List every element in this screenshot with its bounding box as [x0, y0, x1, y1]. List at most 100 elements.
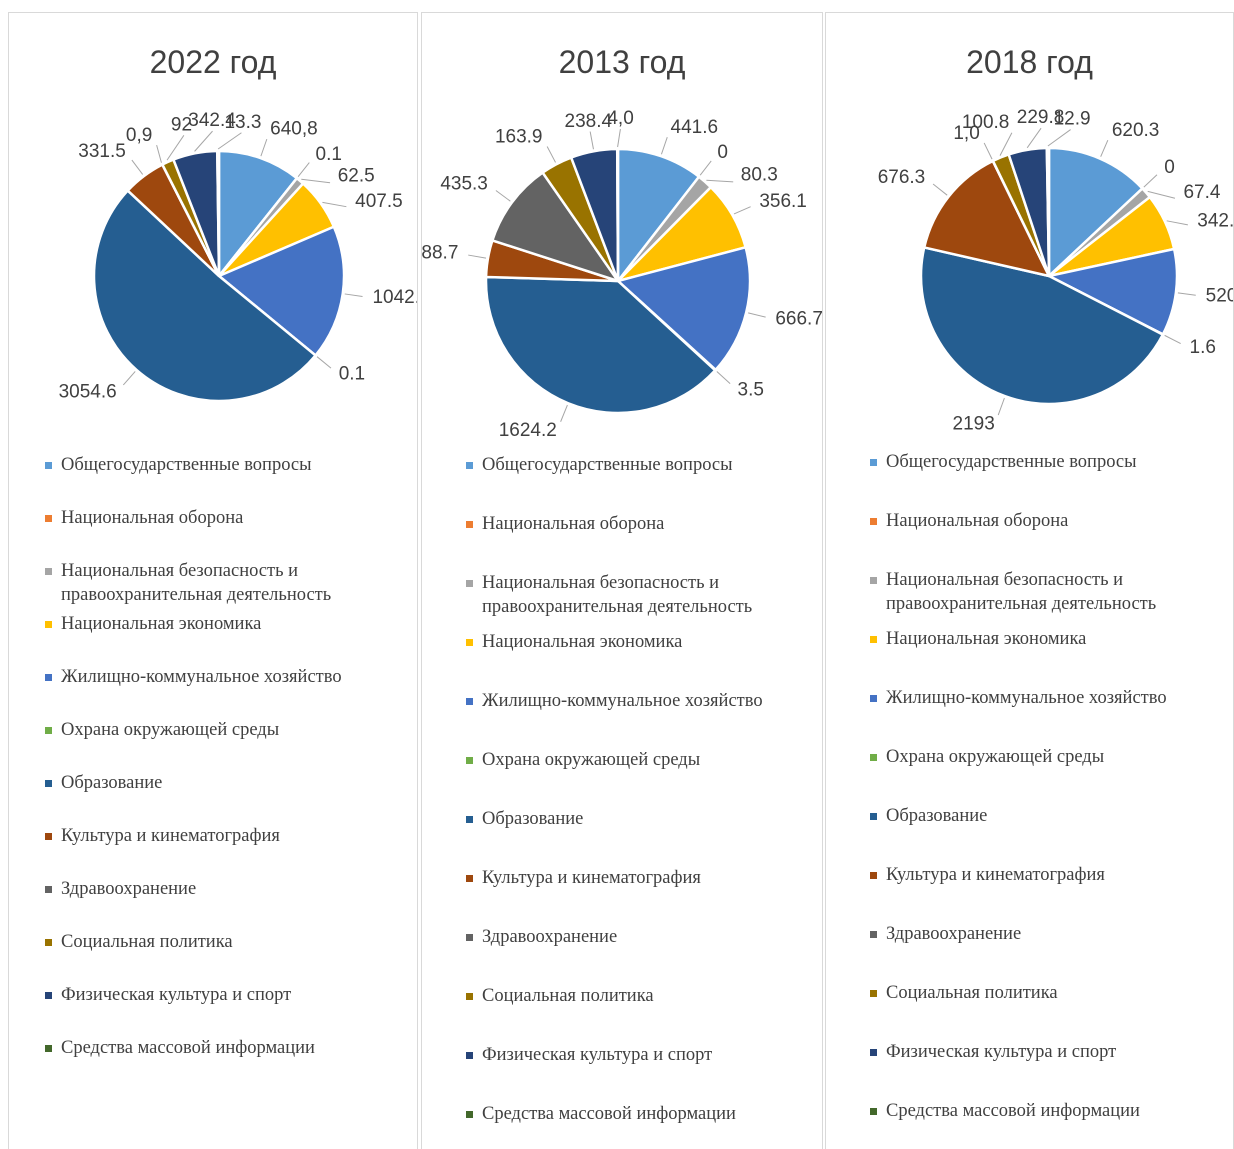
data-label: 1624.2 — [499, 420, 557, 441]
data-label: 1,0 — [953, 123, 979, 144]
legend-swatch — [870, 813, 877, 820]
pie-slice — [615, 147, 620, 282]
legend-item: Средства массовой информации — [466, 1102, 822, 1126]
data-label: 238.4 — [565, 111, 613, 132]
data-label: 229.8 — [1017, 107, 1065, 128]
legend-item: Физическая культура и спорт — [45, 983, 401, 1007]
legend-swatch — [45, 939, 52, 946]
legend-label: Общегосударственные вопросы — [482, 455, 733, 475]
legend-label: Социальная политика — [482, 986, 654, 1006]
legend-swatch — [45, 727, 52, 734]
data-label: 188.7 — [422, 242, 458, 263]
legend-item: Образование — [466, 807, 822, 831]
legend-item: Охрана окружающей среды — [466, 748, 822, 772]
legend-item: Физическая культура и спорт — [466, 1043, 822, 1067]
pie-chart: 2022 год640,80.162.5407.51042.20.13054.6… — [59, 44, 417, 403]
leader-line — [706, 179, 734, 183]
legend-swatch — [466, 816, 473, 823]
leader-line — [1177, 292, 1196, 296]
legend-label: Образование — [61, 773, 163, 793]
legend-swatch — [45, 621, 52, 628]
leader-line — [156, 144, 162, 163]
pie-slice — [919, 245, 1165, 406]
legend-item: Охрана окружающей среды — [45, 718, 401, 742]
legend-swatch — [466, 580, 473, 587]
data-label: 67.4 — [1183, 182, 1220, 203]
legend-swatch — [466, 934, 473, 941]
data-label: 676.3 — [878, 167, 926, 188]
legend-swatch — [466, 698, 473, 705]
legend-swatch — [45, 515, 52, 522]
data-label: 441.6 — [671, 117, 719, 138]
legend-item: Национальная экономика — [870, 627, 1226, 651]
legend-label: Культура и кинематография — [482, 868, 701, 888]
leader-line — [301, 178, 331, 184]
legend-item: Общегосударственные вопросы — [466, 453, 822, 477]
pie-chart: 2018 год 620.30 67.4 342.5 520.2 1.6 2193 676.3… — [878, 44, 1233, 434]
leader-line — [260, 138, 268, 157]
leader-line — [1164, 334, 1181, 345]
leader-line — [983, 142, 993, 160]
legend-swatch — [466, 521, 473, 528]
legend-label: Физическая культура и спорт — [886, 1042, 1117, 1062]
legend-label: Жилищно-коммунальное хозяйство — [482, 691, 763, 711]
legend-swatch — [870, 1108, 877, 1115]
legend-swatch — [466, 993, 473, 1000]
data-label: 0,9 — [126, 125, 152, 146]
leader-line — [1047, 129, 1071, 147]
legend-item: Средства массовой информации — [45, 1036, 401, 1060]
legend-swatch — [45, 1045, 52, 1052]
legend-item: Общегосударственные вопросы — [45, 453, 401, 477]
pie-slice — [922, 159, 1052, 278]
legend-item: Физическая культура и спорт — [870, 1040, 1226, 1064]
legend-swatch — [45, 674, 52, 681]
leader-line — [468, 254, 487, 259]
legend-label: Средства массовой информации — [61, 1038, 315, 1058]
data-label: 62.5 — [338, 165, 375, 186]
legend-item: Жилищно-коммунальное хозяйство — [45, 665, 401, 689]
chart-title: 2018 год — [966, 44, 1093, 80]
leader-line — [297, 162, 310, 177]
leader-line — [322, 201, 347, 208]
leader-line — [1026, 127, 1042, 149]
leader-line — [589, 131, 594, 150]
legend-item: Здравоохранение — [870, 922, 1226, 946]
pie-slice — [1045, 247, 1179, 337]
legend-item: Культура и кинематография — [870, 863, 1226, 887]
legend-item: Образование — [45, 771, 401, 795]
legend-label: Национальная безопасность и правоохранит… — [61, 561, 332, 605]
leader-line — [1166, 220, 1188, 226]
legend-item: Жилищно-коммунальное хозяйство — [870, 686, 1226, 710]
legend-item: Средства массовой информации — [870, 1099, 1226, 1123]
legend-swatch — [45, 568, 52, 575]
legend-label: Социальная политика — [886, 983, 1058, 1003]
legend-item: Здравоохранение — [45, 877, 401, 901]
legend-label: Здравоохранение — [482, 927, 618, 947]
data-label: 163.9 — [495, 127, 543, 148]
chart-panel: 2022 год640,80.162.5407.51042.20.13054.6… — [8, 12, 418, 1149]
data-label: 0 — [717, 142, 728, 163]
legend-label: Национальная экономика — [61, 614, 262, 634]
data-label: 0 — [1164, 157, 1175, 178]
legend-swatch — [870, 990, 877, 997]
chart-panel: 2013 год 441.6 0 80.3 356.1 666.7 3.5 1624.2 188… — [421, 12, 823, 1149]
legend-label: Охрана окружающей среды — [482, 750, 701, 770]
data-label: 620.3 — [1112, 120, 1160, 141]
leader-line — [1143, 174, 1158, 188]
legend-label: Средства массовой информации — [886, 1101, 1140, 1121]
data-label: 342.4 — [188, 110, 236, 131]
legend-label: Культура и кинематография — [61, 826, 280, 846]
data-label: 331.5 — [78, 141, 126, 162]
leader-line — [999, 132, 1013, 156]
legend-label: Общегосударственные вопросы — [886, 452, 1137, 472]
legend-item: Культура и кинематография — [45, 824, 401, 848]
pie-slice — [1047, 146, 1145, 279]
legend-swatch — [45, 780, 52, 787]
legend-swatch — [870, 695, 877, 702]
leader-line — [748, 312, 766, 318]
leader-line — [546, 146, 556, 163]
legend-swatch — [466, 462, 473, 469]
leader-line — [344, 293, 363, 297]
pie-slice — [615, 245, 752, 372]
